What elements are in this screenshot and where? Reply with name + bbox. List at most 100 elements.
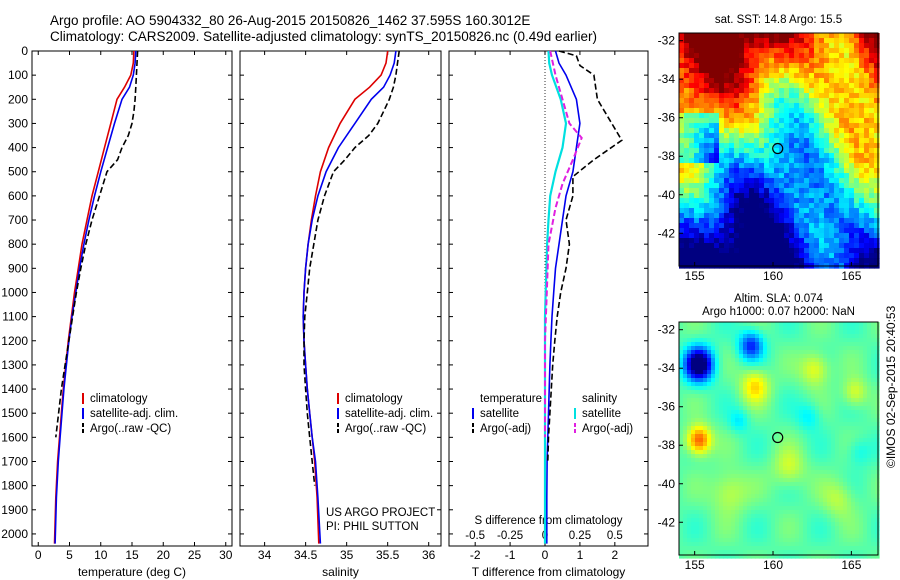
map-cell bbox=[739, 108, 745, 114]
map-cell bbox=[715, 542, 720, 547]
map-cell bbox=[871, 330, 876, 335]
map-cell bbox=[794, 223, 800, 229]
map-cell bbox=[819, 446, 824, 451]
map-cell bbox=[729, 223, 735, 229]
map-cell bbox=[699, 414, 704, 419]
map-cell bbox=[783, 378, 788, 383]
map-cell bbox=[834, 33, 840, 39]
map-cell bbox=[811, 454, 816, 459]
map-cell bbox=[689, 173, 695, 179]
map-cell bbox=[739, 63, 745, 69]
map-cell bbox=[795, 534, 800, 539]
map-cell bbox=[723, 378, 728, 383]
map-cell bbox=[699, 334, 704, 339]
map-cell bbox=[727, 390, 732, 395]
map-cell bbox=[724, 43, 730, 49]
map-cell bbox=[794, 83, 800, 89]
map-cell bbox=[803, 446, 808, 451]
map-cell bbox=[715, 398, 720, 403]
map-cell bbox=[799, 434, 804, 439]
map-cell bbox=[819, 378, 824, 383]
map-cell bbox=[829, 158, 835, 164]
map-cell bbox=[809, 93, 815, 99]
map-cell bbox=[695, 494, 700, 499]
map-cell bbox=[839, 518, 844, 523]
map-cell bbox=[807, 526, 812, 531]
map-cell bbox=[834, 233, 840, 239]
map-cell bbox=[695, 522, 700, 527]
map-cell bbox=[743, 406, 748, 411]
map-cell bbox=[839, 514, 844, 519]
map-cell bbox=[827, 446, 832, 451]
map-cell bbox=[775, 374, 780, 379]
map-cell bbox=[751, 350, 756, 355]
map-cell bbox=[683, 498, 688, 503]
map-cell bbox=[771, 506, 776, 511]
map-cell bbox=[691, 446, 696, 451]
legend-label: satellite-adj. clim. bbox=[345, 408, 433, 420]
map-cell bbox=[771, 530, 776, 535]
map-cell bbox=[871, 394, 876, 399]
map-cell bbox=[844, 48, 850, 54]
map-cell bbox=[695, 502, 700, 507]
map-cell bbox=[775, 354, 780, 359]
map-cell bbox=[747, 414, 752, 419]
map-cell bbox=[699, 258, 705, 264]
map-cell bbox=[719, 133, 725, 139]
map-cell bbox=[709, 178, 715, 184]
map-cell bbox=[764, 213, 770, 219]
map-cell bbox=[854, 98, 860, 104]
map-cell bbox=[789, 33, 795, 39]
map-cell bbox=[783, 410, 788, 415]
map-cell bbox=[854, 258, 860, 264]
map-cell bbox=[729, 243, 735, 249]
map-cell bbox=[835, 426, 840, 431]
map-cell bbox=[729, 83, 735, 89]
map-cell bbox=[867, 322, 872, 327]
map-cell bbox=[699, 402, 704, 407]
map-cell bbox=[867, 346, 872, 351]
map-cell bbox=[734, 43, 740, 49]
map-cell bbox=[819, 238, 825, 244]
map-cell bbox=[749, 258, 755, 264]
map-cell bbox=[731, 502, 736, 507]
map-cell bbox=[875, 502, 880, 507]
map-cell bbox=[871, 430, 876, 435]
map-cell bbox=[695, 362, 700, 367]
map-cell bbox=[871, 346, 876, 351]
map-cell bbox=[819, 362, 824, 367]
map-cell bbox=[799, 238, 805, 244]
map-cell bbox=[684, 73, 690, 79]
map-cell bbox=[743, 506, 748, 511]
map-cell bbox=[759, 546, 764, 551]
map-cell bbox=[687, 542, 692, 547]
map-cell bbox=[719, 98, 725, 104]
map-cell bbox=[735, 510, 740, 515]
map-cell bbox=[847, 334, 852, 339]
map-cell bbox=[749, 43, 755, 49]
map-cell bbox=[775, 538, 780, 543]
map-cell bbox=[744, 203, 750, 209]
map-cell bbox=[715, 454, 720, 459]
map-cell bbox=[774, 258, 780, 264]
map-cell bbox=[759, 426, 764, 431]
map-cell bbox=[827, 418, 832, 423]
map-cell bbox=[715, 514, 720, 519]
map-cell bbox=[771, 534, 776, 539]
map-cell bbox=[789, 53, 795, 59]
map-cell bbox=[687, 534, 692, 539]
map-cell bbox=[747, 322, 752, 327]
map-cell bbox=[759, 73, 765, 79]
map-cell bbox=[771, 330, 776, 335]
map-cell bbox=[787, 362, 792, 367]
map-cell bbox=[747, 358, 752, 363]
map-cell bbox=[711, 414, 716, 419]
map-cell bbox=[839, 438, 844, 443]
map-cell bbox=[755, 470, 760, 475]
map-cell bbox=[743, 522, 748, 527]
map-cell bbox=[743, 386, 748, 391]
map-cell bbox=[847, 486, 852, 491]
map-cell bbox=[869, 118, 875, 124]
map-cell bbox=[694, 198, 700, 204]
map-cell bbox=[714, 198, 720, 204]
